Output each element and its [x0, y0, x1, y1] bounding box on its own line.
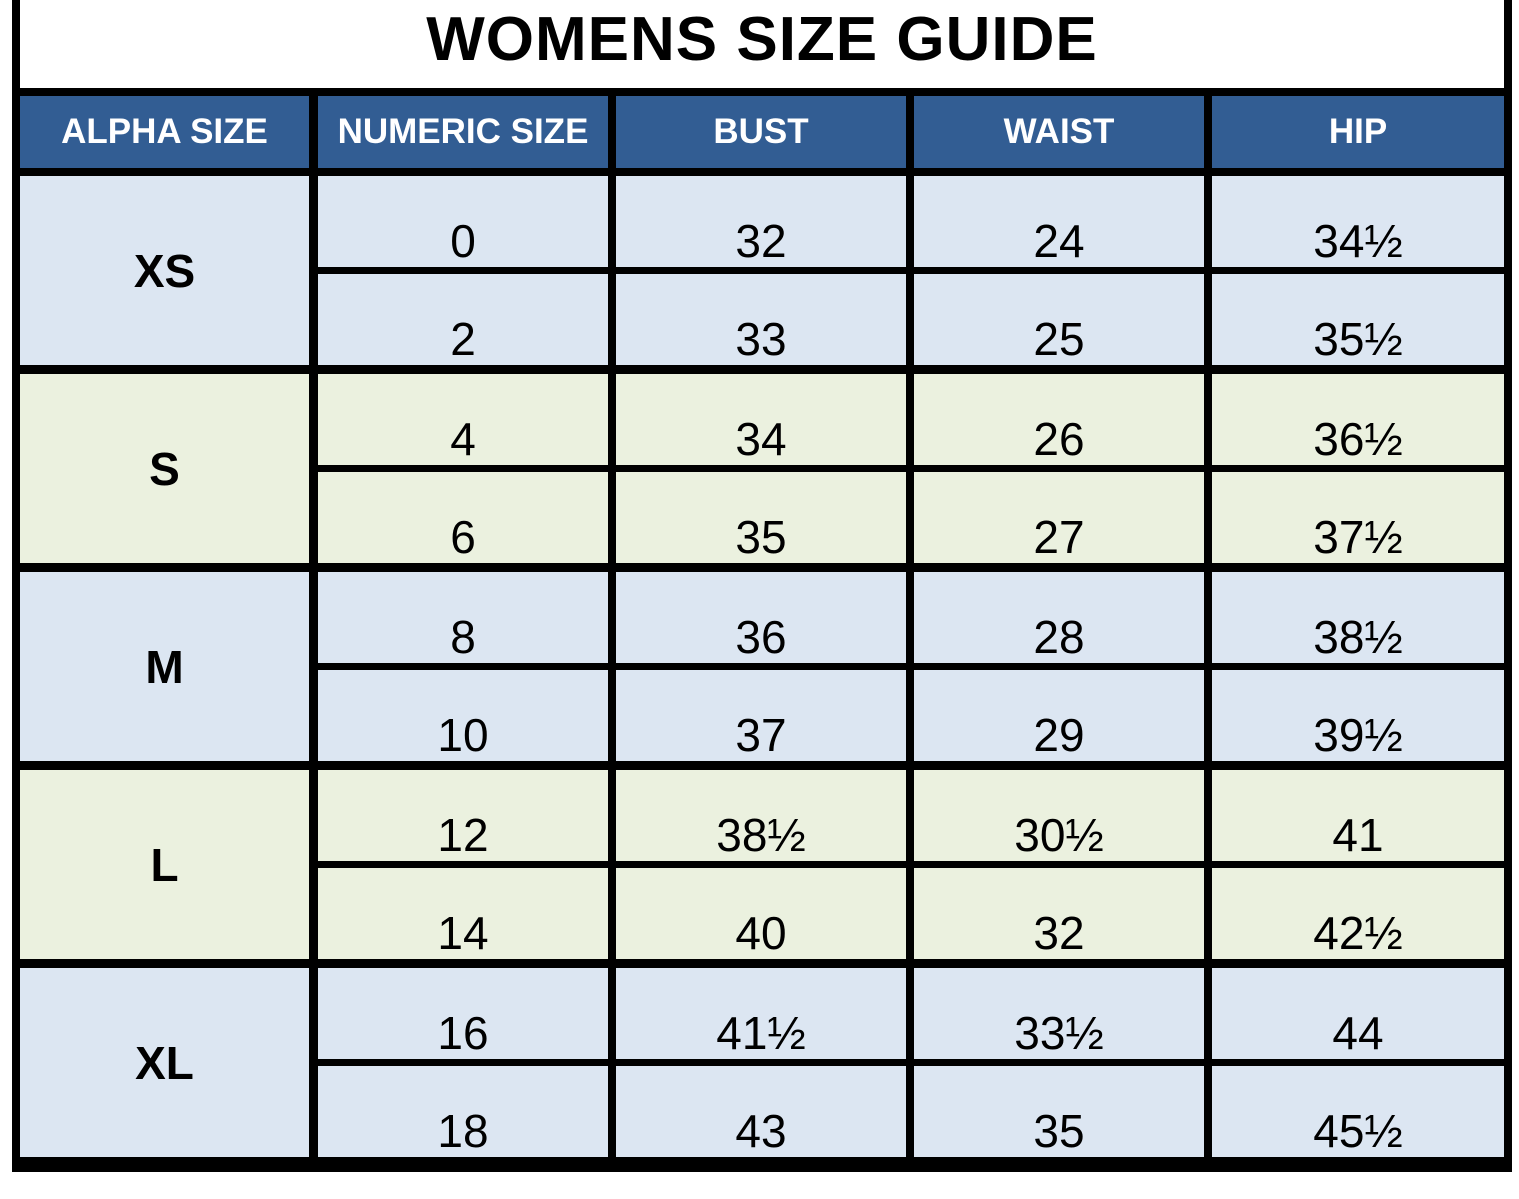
bust-cell: 41½ [616, 968, 906, 1059]
hip-cell: 38½ [1212, 572, 1504, 663]
header-alpha-size: ALPHA SIZE [20, 96, 309, 168]
bust-cell: 38½ [616, 770, 906, 861]
numeric-size-cell: 10 [318, 670, 608, 761]
waist-cell: 27 [914, 472, 1204, 563]
numeric-size-cell: 4 [318, 374, 608, 465]
numeric-size-cell: 8 [318, 572, 608, 663]
bust-cell: 35 [616, 472, 906, 563]
hip-cell: 34½ [1212, 176, 1504, 267]
numeric-size-cell: 18 [318, 1066, 608, 1157]
waist-cell: 35 [914, 1066, 1204, 1157]
bust-cell: 33 [616, 274, 906, 365]
hip-cell: 35½ [1212, 274, 1504, 365]
numeric-size-cell: 16 [318, 968, 608, 1059]
bust-cell: 37 [616, 670, 906, 761]
waist-cell: 25 [914, 274, 1204, 365]
header-bust: BUST [616, 96, 906, 168]
waist-cell: 26 [914, 374, 1204, 465]
header-numeric-size: NUMERIC SIZE [318, 96, 608, 168]
hip-cell: 37½ [1212, 472, 1504, 563]
page-title: WOMENS SIZE GUIDE [426, 4, 1098, 74]
alpha-size-cell: XS [20, 176, 309, 365]
hip-cell: 44 [1212, 968, 1504, 1059]
numeric-size-cell: 14 [318, 868, 608, 959]
numeric-size-cell: 2 [318, 274, 608, 365]
hip-cell: 41 [1212, 770, 1504, 861]
size-guide-table: WOMENS SIZE GUIDE ALPHA SIZE NUMERIC SIZE… [12, 0, 1512, 1172]
alpha-size-cell: M [20, 572, 309, 761]
hip-cell: 45½ [1212, 1066, 1504, 1157]
alpha-size-cell: L [20, 770, 309, 959]
waist-cell: 29 [914, 670, 1204, 761]
bust-cell: 32 [616, 176, 906, 267]
header-waist: WAIST [914, 96, 1204, 168]
waist-cell: 28 [914, 572, 1204, 663]
numeric-size-cell: 12 [318, 770, 608, 861]
bust-cell: 40 [616, 868, 906, 959]
waist-cell: 32 [914, 868, 1204, 959]
hip-cell: 36½ [1212, 374, 1504, 465]
waist-cell: 30½ [914, 770, 1204, 861]
title-box: WOMENS SIZE GUIDE [20, 0, 1504, 88]
alpha-size-cell: XL [20, 968, 309, 1157]
waist-cell: 33½ [914, 968, 1204, 1059]
alpha-size-cell: S [20, 374, 309, 563]
header-hip: HIP [1212, 96, 1504, 168]
hip-cell: 42½ [1212, 868, 1504, 959]
numeric-size-cell: 0 [318, 176, 608, 267]
waist-cell: 24 [914, 176, 1204, 267]
numeric-size-cell: 6 [318, 472, 608, 563]
bust-cell: 43 [616, 1066, 906, 1157]
bust-cell: 34 [616, 374, 906, 465]
hip-cell: 39½ [1212, 670, 1504, 761]
bust-cell: 36 [616, 572, 906, 663]
